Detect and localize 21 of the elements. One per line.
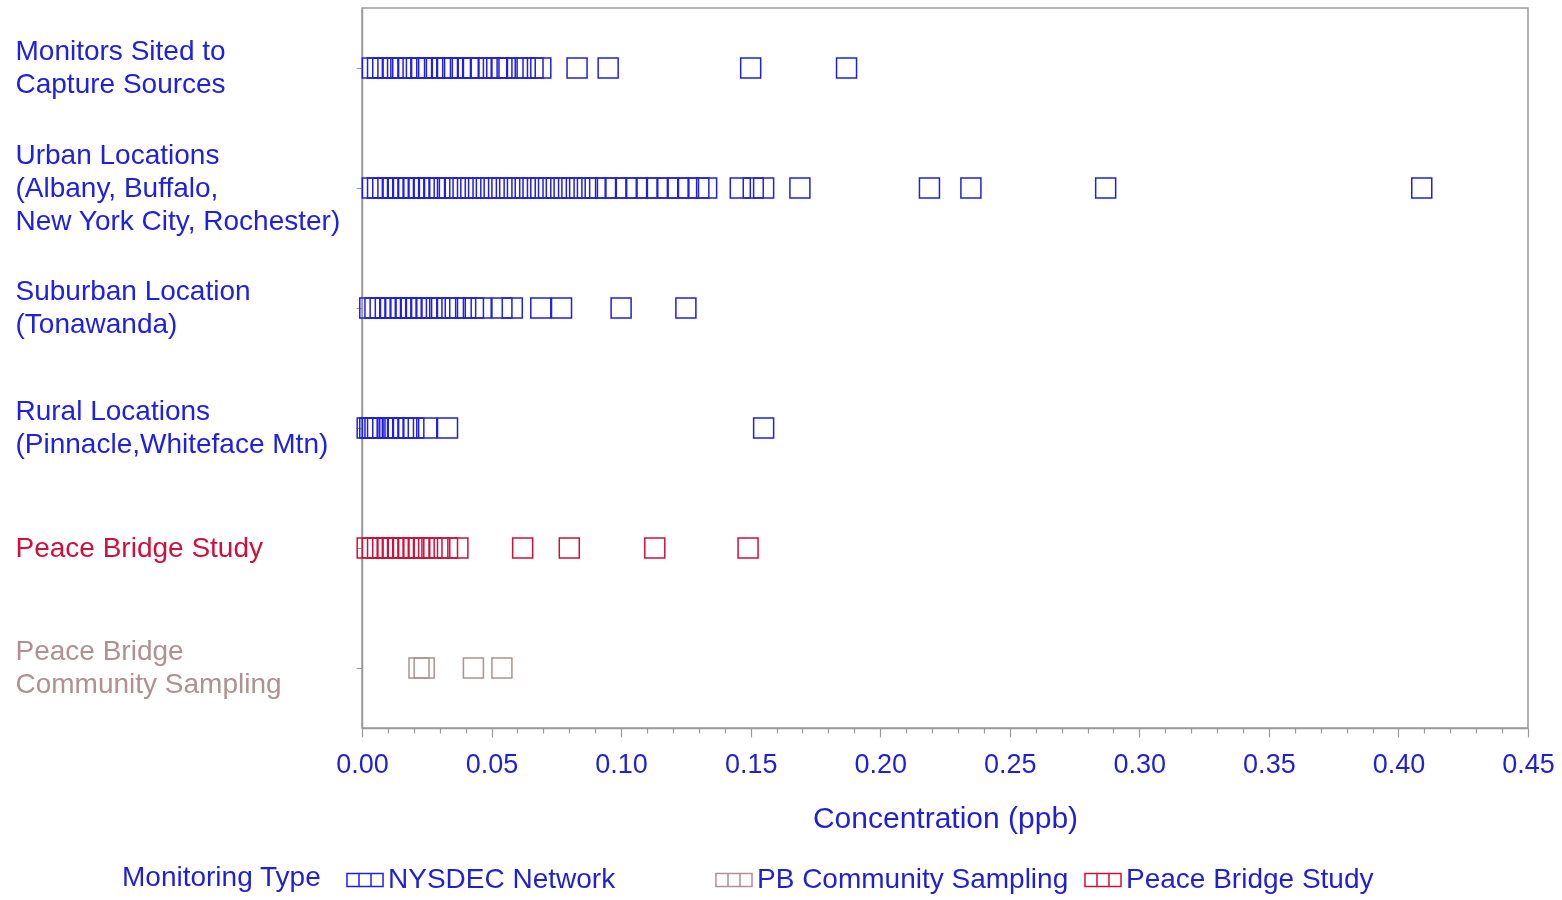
y-tick-label: Monitors Sited to Capture Sources (15, 35, 226, 99)
legend-label: Peace Bridge Study (1126, 863, 1374, 894)
x-tick-label: 0.40 (1372, 748, 1426, 779)
y-tick-label: Suburban Location (Tonawanda) (15, 275, 251, 339)
x-tick-label: 0.05 (465, 748, 519, 779)
x-tick-label: 0.25 (984, 748, 1037, 779)
x-tick-label: 0.10 (595, 748, 648, 779)
y-tick-label: Urban Locations (Albany, Buffalo, New York City, Rochester) (15, 138, 341, 236)
x-tick-label: 0.15 (724, 748, 778, 779)
y-tick-label: Rural Locations (Pinnacle,Whiteface Mtn) (15, 395, 329, 459)
x-axis-title: Concentration (ppb) (812, 800, 1079, 834)
x-tick-label: 0.00 (336, 748, 389, 779)
x-tick-label: 0.45 (1502, 748, 1555, 779)
legend-label: NYSDEC Network (388, 863, 617, 894)
x-tick-label: 0.20 (854, 748, 907, 779)
x-tick-label: 0.30 (1113, 748, 1167, 779)
legend-title: Monitoring Type (122, 861, 321, 892)
legend-label: PB Community Sampling (757, 863, 1069, 894)
y-tick-label: Peace Bridge Study (15, 531, 263, 563)
x-tick-label: 0.35 (1243, 748, 1296, 779)
y-tick-label: Peace Bridge Community Sampling (15, 635, 282, 699)
